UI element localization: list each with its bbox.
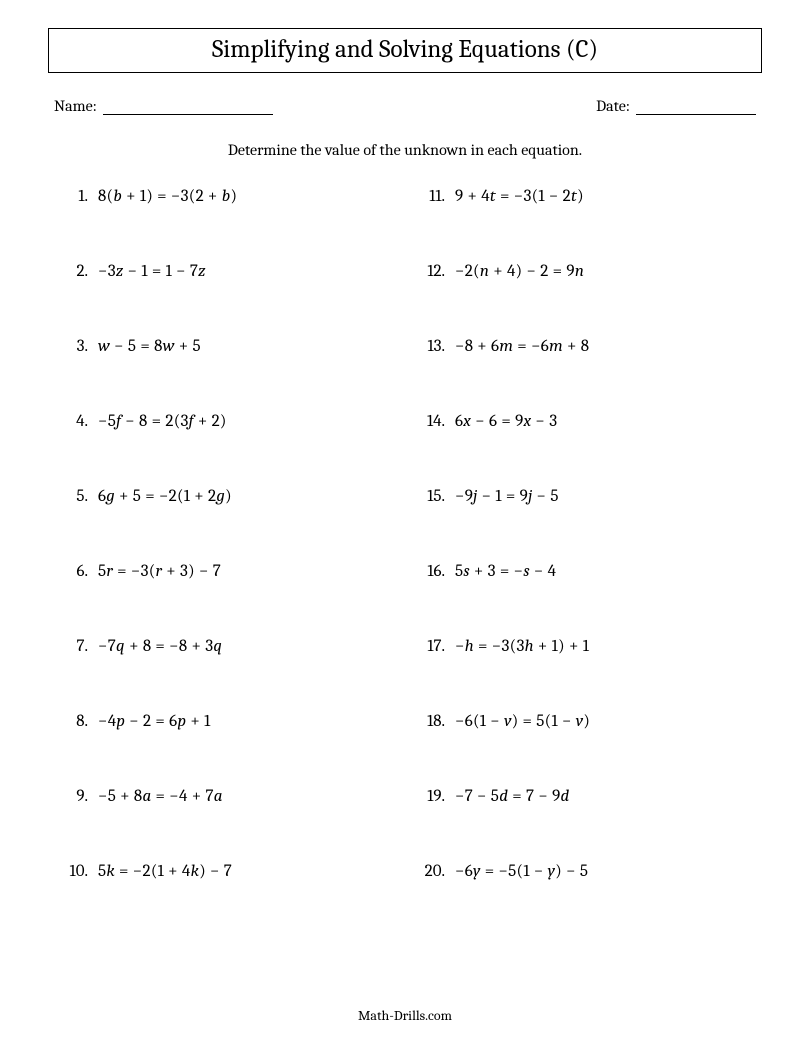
equation-text: −h = −3(3h + 1) + 1 bbox=[455, 637, 589, 656]
problem-row: 20. −6y = −5(1 − y) − 5 bbox=[415, 862, 762, 881]
problem-row: 16. 5s + 3 = −s − 4 bbox=[415, 562, 762, 581]
equation-text: −2(n + 4) − 2 = 9n bbox=[455, 262, 584, 281]
problem-number: 1. bbox=[58, 187, 88, 206]
problem-number: 8. bbox=[58, 712, 88, 731]
equation-text: −7 − 5d = 7 − 9d bbox=[455, 787, 570, 806]
problem-number: 3. bbox=[58, 337, 88, 356]
problem-number: 17. bbox=[415, 637, 445, 656]
problem-row: 19. −7 − 5d = 7 − 9d bbox=[415, 787, 762, 806]
name-label: Name: bbox=[54, 97, 97, 115]
problem-row: 15. −9j − 1 = 9j − 5 bbox=[415, 487, 762, 506]
problem-row: 13. −8 + 6m = −6m + 8 bbox=[415, 337, 762, 356]
problem-number: 6. bbox=[58, 562, 88, 581]
equation-text: 6g + 5 = −2(1 + 2g) bbox=[98, 487, 232, 506]
problem-number: 19. bbox=[415, 787, 445, 806]
problem-row: 1. 8(b + 1) = −3(2 + b) bbox=[58, 187, 405, 206]
name-field: Name: bbox=[54, 97, 273, 115]
problem-number: 13. bbox=[415, 337, 445, 356]
equation-text: −3z − 1 = 1 − 7z bbox=[98, 262, 206, 281]
problem-row: 2. −3z − 1 = 1 − 7z bbox=[58, 262, 405, 281]
equation-text: −6(1 − v) = 5(1 − v) bbox=[455, 712, 590, 731]
equation-text: w − 5 = 8w + 5 bbox=[98, 337, 201, 356]
problem-row: 5. 6g + 5 = −2(1 + 2g) bbox=[58, 487, 405, 506]
problem-number: 14. bbox=[415, 412, 445, 431]
problem-number: 12. bbox=[415, 262, 445, 281]
equation-text: −9j − 1 = 9j − 5 bbox=[455, 487, 559, 506]
problem-number: 15. bbox=[415, 487, 445, 506]
header-row: Name: Date: bbox=[48, 97, 762, 115]
equation-text: −8 + 6m = −6m + 8 bbox=[455, 337, 589, 356]
equation-text: 8(b + 1) = −3(2 + b) bbox=[98, 187, 237, 206]
problem-row: 11. 9 + 4t = −3(1 − 2t) bbox=[415, 187, 762, 206]
problem-number: 5. bbox=[58, 487, 88, 506]
problem-row: 9. −5 + 8a = −4 + 7a bbox=[58, 787, 405, 806]
problem-columns: 1. 8(b + 1) = −3(2 + b) 2. −3z − 1 = 1 − 7z… bbox=[48, 187, 762, 937]
right-column: 11. 9 + 4t = −3(1 − 2t) 12. −2(n + 4) − 2 =… bbox=[415, 187, 762, 937]
equation-text: 9 + 4t = −3(1 − 2t) bbox=[455, 187, 584, 206]
problem-number: 4. bbox=[58, 412, 88, 431]
name-blank-line[interactable] bbox=[103, 98, 273, 115]
date-label: Date: bbox=[596, 97, 630, 115]
equation-text: −4p − 2 = 6p + 1 bbox=[98, 712, 211, 731]
problem-number: 7. bbox=[58, 637, 88, 656]
problem-row: 14. 6x − 6 = 9x − 3 bbox=[415, 412, 762, 431]
problem-row: 7. −7q + 8 = −8 + 3q bbox=[58, 637, 405, 656]
date-field: Date: bbox=[596, 97, 756, 115]
page-title: Simplifying and Solving Equations (C) bbox=[49, 35, 761, 64]
problem-number: 20. bbox=[415, 862, 445, 881]
equation-text: −5 + 8a = −4 + 7a bbox=[98, 787, 223, 806]
equation-text: 5r = −3(r + 3) − 7 bbox=[98, 562, 221, 581]
equation-text: −6y = −5(1 − y) − 5 bbox=[455, 862, 588, 881]
problem-number: 2. bbox=[58, 262, 88, 281]
problem-number: 16. bbox=[415, 562, 445, 581]
equation-text: −5f − 8 = 2(3f + 2) bbox=[98, 412, 227, 431]
problem-number: 11. bbox=[415, 187, 445, 206]
problem-row: 8. −4p − 2 = 6p + 1 bbox=[58, 712, 405, 731]
problem-row: 3. w − 5 = 8w + 5 bbox=[58, 337, 405, 356]
problem-number: 9. bbox=[58, 787, 88, 806]
equation-text: 5s + 3 = −s − 4 bbox=[455, 562, 556, 581]
equation-text: −7q + 8 = −8 + 3q bbox=[98, 637, 222, 656]
worksheet-page: Simplifying and Solving Equations (C) Na… bbox=[0, 0, 810, 957]
title-box: Simplifying and Solving Equations (C) bbox=[48, 28, 762, 73]
problem-row: 4. −5f − 8 = 2(3f + 2) bbox=[58, 412, 405, 431]
problem-row: 6. 5r = −3(r + 3) − 7 bbox=[58, 562, 405, 581]
instruction-text: Determine the value of the unknown in ea… bbox=[48, 141, 762, 159]
equation-text: 6x − 6 = 9x − 3 bbox=[455, 412, 557, 431]
problem-number: 10. bbox=[58, 862, 88, 881]
left-column: 1. 8(b + 1) = −3(2 + b) 2. −3z − 1 = 1 − 7z… bbox=[58, 187, 405, 937]
footer-text: Math-Drills.com bbox=[0, 1007, 810, 1024]
problem-row: 18. −6(1 − v) = 5(1 − v) bbox=[415, 712, 762, 731]
problem-row: 10. 5k = −2(1 + 4k) − 7 bbox=[58, 862, 405, 881]
problem-row: 12. −2(n + 4) − 2 = 9n bbox=[415, 262, 762, 281]
problem-number: 18. bbox=[415, 712, 445, 731]
problem-row: 17. −h = −3(3h + 1) + 1 bbox=[415, 637, 762, 656]
equation-text: 5k = −2(1 + 4k) − 7 bbox=[98, 862, 232, 881]
date-blank-line[interactable] bbox=[636, 98, 756, 115]
